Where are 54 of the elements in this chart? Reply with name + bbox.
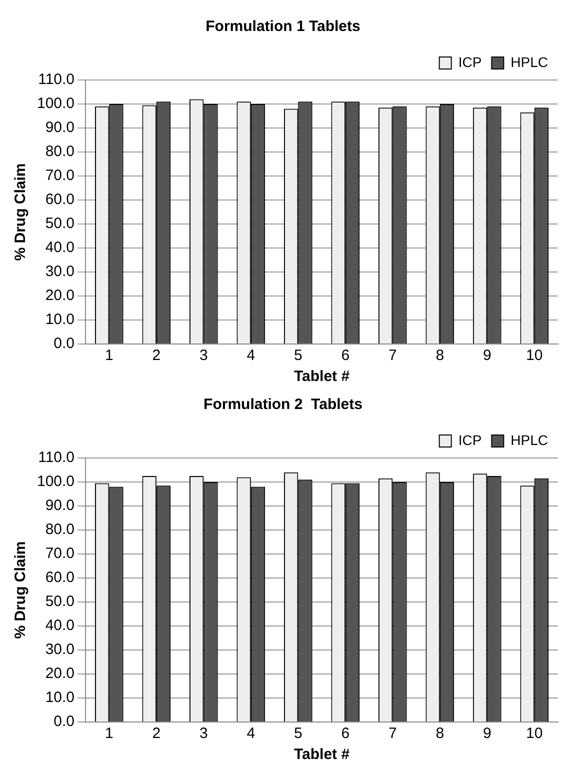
x-tick-label: 9 bbox=[482, 347, 492, 364]
legend-label: HPLC bbox=[510, 54, 548, 70]
y-tick-label: 30.0 bbox=[45, 263, 75, 280]
x-tick-label: 5 bbox=[294, 347, 302, 364]
legend-label: HPLC bbox=[510, 432, 548, 448]
y-tick-label: 50.0 bbox=[45, 215, 75, 232]
y-tick-label: 10.0 bbox=[45, 689, 75, 706]
x-tick-label: 2 bbox=[152, 347, 161, 364]
y-tick-label: 90.0 bbox=[45, 119, 75, 136]
x-tick-label: 7 bbox=[388, 725, 397, 742]
x-tick-label: 3 bbox=[199, 347, 208, 364]
y-tick-label: 20.0 bbox=[45, 287, 75, 304]
y-tick-label: 50.0 bbox=[45, 593, 75, 610]
x-tick-label: 1 bbox=[104, 347, 114, 364]
x-tick-label: 4 bbox=[246, 725, 256, 742]
x-tick-label: 4 bbox=[246, 347, 256, 364]
x-tick-label: 2 bbox=[152, 725, 161, 742]
x-axis-title: Tablet # bbox=[294, 368, 350, 386]
y-tick-label: 70.0 bbox=[45, 167, 75, 184]
y-tick-label: 70.0 bbox=[45, 545, 75, 562]
legend-label: ICP bbox=[458, 54, 482, 70]
y-tick-label: 40.0 bbox=[45, 239, 75, 256]
y-tick-label: 100.0 bbox=[36, 95, 75, 112]
x-tick-label: 10 bbox=[526, 347, 543, 364]
x-tick-label: 3 bbox=[199, 725, 208, 742]
x-tick-label: 6 bbox=[341, 347, 350, 364]
x-tick-label: 9 bbox=[482, 725, 492, 742]
chart-title: Formulation 1 Tablets bbox=[206, 18, 360, 36]
y-tick-label: 100.0 bbox=[36, 473, 75, 490]
y-tick-label: 30.0 bbox=[45, 641, 75, 658]
x-tick-label: 10 bbox=[526, 725, 543, 742]
x-tick-label: 1 bbox=[104, 725, 114, 742]
x-tick-label: 8 bbox=[436, 725, 444, 742]
y-tick-label: 20.0 bbox=[45, 665, 75, 682]
y-tick-label: 80.0 bbox=[45, 143, 75, 160]
y-tick-label: 110.0 bbox=[38, 71, 75, 88]
x-axis-title: Tablet # bbox=[294, 746, 350, 764]
x-tick-label: 6 bbox=[341, 725, 350, 742]
y-tick-label: 0.0 bbox=[54, 713, 75, 730]
x-tick-label: 7 bbox=[388, 347, 397, 364]
y-tick-label: 0.0 bbox=[54, 335, 75, 352]
y-axis-title: % Drug Claim bbox=[12, 163, 30, 261]
y-axis-title: % Drug Claim bbox=[12, 541, 30, 639]
x-tick-label: 8 bbox=[436, 347, 444, 364]
y-tick-label: 10.0 bbox=[45, 311, 75, 328]
legend-label: ICP bbox=[458, 432, 482, 448]
x-tick-label: 5 bbox=[294, 725, 302, 742]
y-tick-label: 110.0 bbox=[38, 449, 75, 466]
y-tick-label: 90.0 bbox=[45, 497, 75, 514]
y-tick-label: 40.0 bbox=[45, 617, 75, 634]
y-tick-label: 60.0 bbox=[45, 569, 75, 586]
chart-title: Formulation 2 Tablets bbox=[204, 396, 362, 414]
y-tick-label: 80.0 bbox=[45, 521, 75, 538]
y-tick-label: 60.0 bbox=[45, 191, 75, 208]
